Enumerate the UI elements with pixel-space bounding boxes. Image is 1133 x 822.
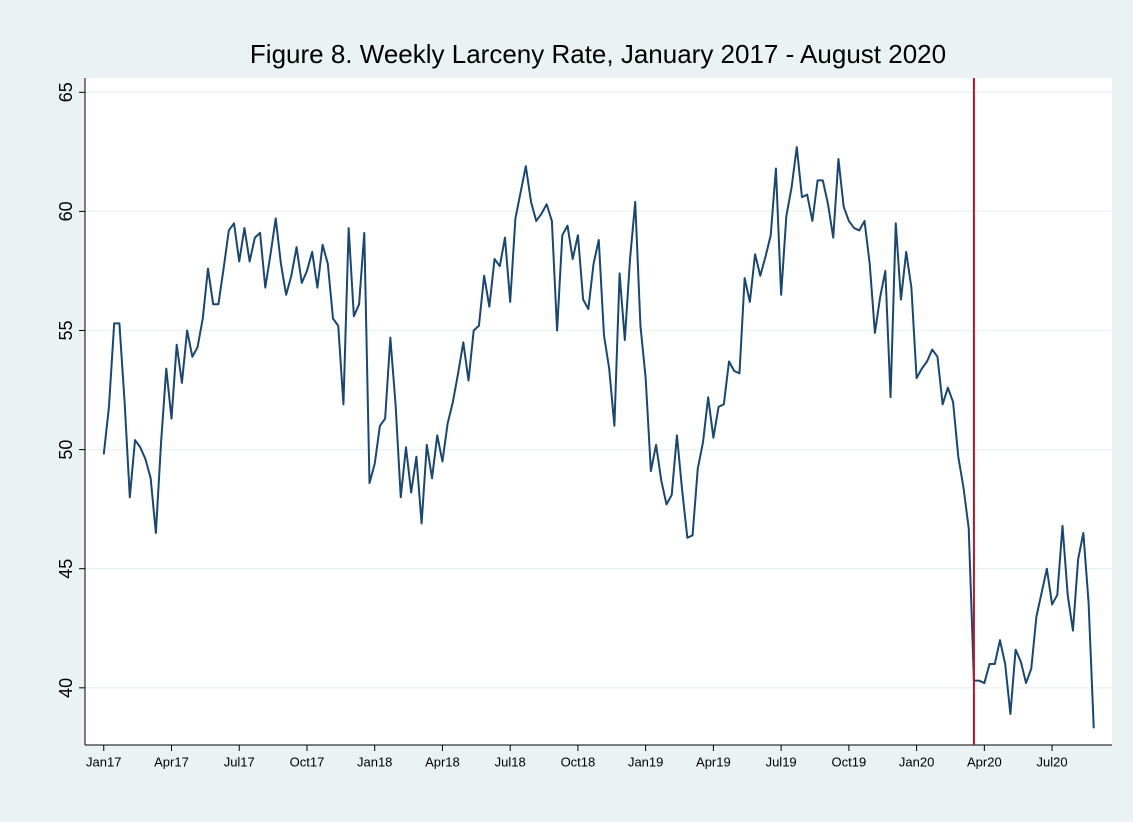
x-tick-label: Jul19 [766, 754, 797, 769]
chart-title: Figure 8. Weekly Larceny Rate, January 2… [250, 39, 946, 69]
x-tick-label: Jul18 [495, 754, 526, 769]
x-tick-label: Apr19 [696, 754, 731, 769]
y-tick-label: 40 [56, 678, 76, 698]
data-line [102, 146, 1095, 729]
plot-area [85, 78, 1112, 745]
x-tick-label: Oct17 [290, 754, 325, 769]
x-tick-label: Oct18 [561, 754, 596, 769]
x-tick-label: Apr17 [154, 754, 189, 769]
x-tick-label: Jan19 [628, 754, 663, 769]
y-tick-label: 45 [56, 559, 76, 579]
x-tick-label: Jul17 [224, 754, 255, 769]
x-tick-label: Jan17 [86, 754, 121, 769]
y-tick-label: 60 [56, 201, 76, 221]
x-tick-label: Oct19 [832, 754, 867, 769]
x-tick-label: Jan18 [357, 754, 392, 769]
y-tick-label: 65 [56, 82, 76, 102]
y-tick-label: 55 [56, 320, 76, 340]
x-tick-label: Apr20 [967, 754, 1002, 769]
x-tick-label: Apr18 [425, 754, 460, 769]
x-tick-label: Jul20 [1037, 754, 1068, 769]
y-tick-label: 50 [56, 440, 76, 460]
x-tick-label: Jan20 [899, 754, 934, 769]
